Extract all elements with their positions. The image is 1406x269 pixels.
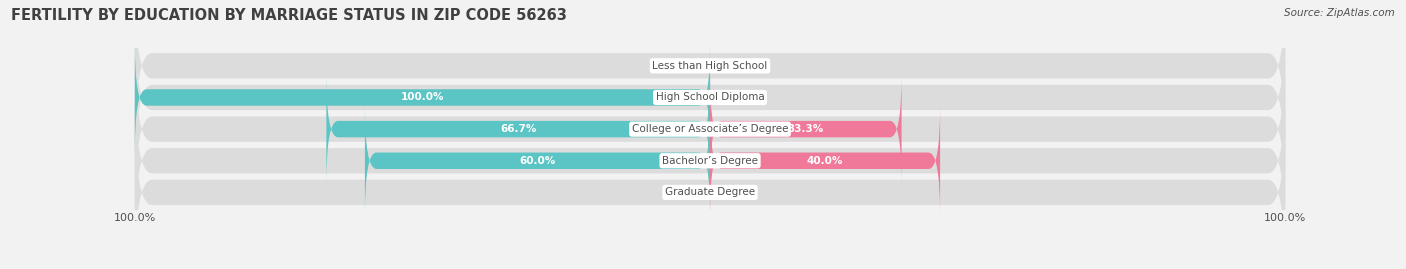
FancyBboxPatch shape — [135, 15, 1285, 180]
Text: 40.0%: 40.0% — [807, 156, 844, 166]
Text: 0.0%: 0.0% — [727, 93, 754, 102]
FancyBboxPatch shape — [135, 43, 710, 153]
FancyBboxPatch shape — [366, 106, 710, 216]
Text: 0.0%: 0.0% — [666, 187, 693, 197]
Text: Less than High School: Less than High School — [652, 61, 768, 71]
Text: 0.0%: 0.0% — [666, 61, 693, 71]
Text: College or Associate’s Degree: College or Associate’s Degree — [631, 124, 789, 134]
Text: 33.3%: 33.3% — [787, 124, 824, 134]
FancyBboxPatch shape — [710, 106, 941, 216]
Text: 0.0%: 0.0% — [727, 61, 754, 71]
FancyBboxPatch shape — [135, 79, 1285, 243]
Text: 60.0%: 60.0% — [519, 156, 555, 166]
FancyBboxPatch shape — [710, 74, 901, 184]
FancyBboxPatch shape — [135, 0, 1285, 148]
Text: Source: ZipAtlas.com: Source: ZipAtlas.com — [1284, 8, 1395, 18]
FancyBboxPatch shape — [326, 74, 710, 184]
Text: 0.0%: 0.0% — [727, 187, 754, 197]
FancyBboxPatch shape — [135, 110, 1285, 269]
Text: 100.0%: 100.0% — [401, 93, 444, 102]
Text: FERTILITY BY EDUCATION BY MARRIAGE STATUS IN ZIP CODE 56263: FERTILITY BY EDUCATION BY MARRIAGE STATU… — [11, 8, 567, 23]
Text: High School Diploma: High School Diploma — [655, 93, 765, 102]
Text: 66.7%: 66.7% — [501, 124, 537, 134]
Text: Bachelor’s Degree: Bachelor’s Degree — [662, 156, 758, 166]
Legend: Married, Unmarried: Married, Unmarried — [631, 266, 789, 269]
Text: Graduate Degree: Graduate Degree — [665, 187, 755, 197]
FancyBboxPatch shape — [135, 47, 1285, 211]
